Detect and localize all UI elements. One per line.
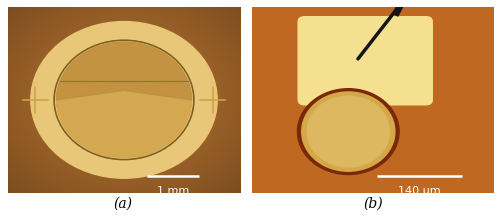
Ellipse shape	[57, 42, 191, 158]
Ellipse shape	[302, 92, 395, 171]
Text: 140 μm: 140 μm	[398, 186, 441, 196]
Polygon shape	[57, 42, 191, 100]
Ellipse shape	[31, 22, 217, 178]
Text: (a): (a)	[113, 197, 132, 211]
Ellipse shape	[298, 89, 399, 174]
Text: (b): (b)	[363, 197, 383, 211]
FancyBboxPatch shape	[298, 16, 433, 105]
Ellipse shape	[307, 96, 389, 167]
Text: 1 mm: 1 mm	[157, 186, 189, 196]
